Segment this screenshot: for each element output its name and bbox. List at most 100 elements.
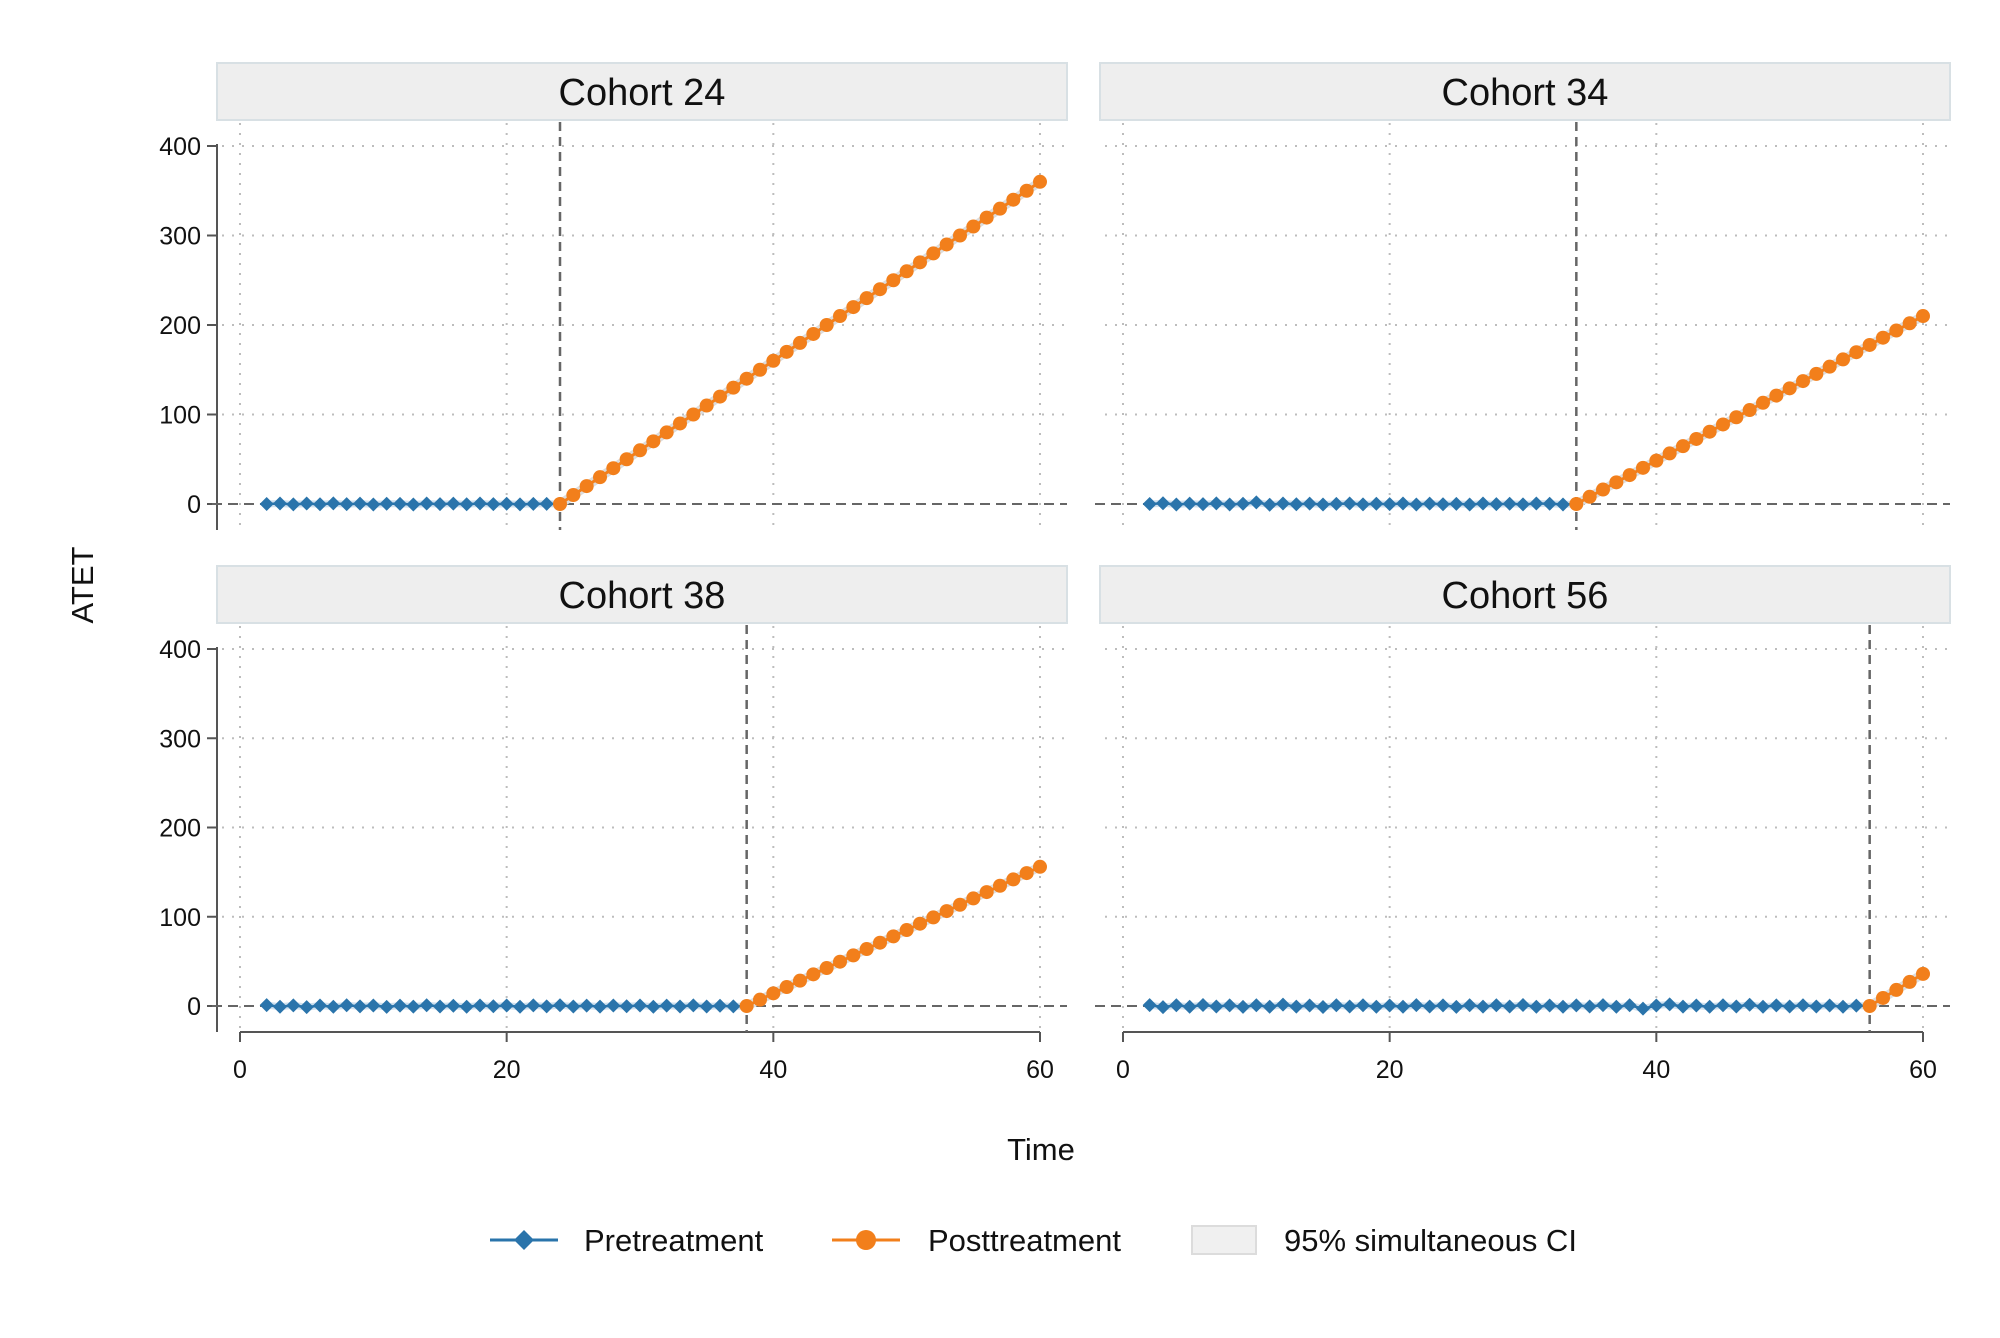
posttreatment-point — [1689, 431, 1704, 446]
posttreatment-point — [939, 237, 954, 252]
pretreatment-point — [1556, 999, 1570, 1014]
posttreatment-point — [1569, 497, 1584, 511]
posttreatment-point — [966, 891, 981, 906]
pretreatment-point — [486, 999, 501, 1014]
pretreatment-point — [1356, 998, 1370, 1013]
pretreatment-point — [539, 496, 554, 511]
pretreatment-point — [473, 496, 487, 511]
posttreatment-point — [579, 479, 594, 494]
pretreatment-point — [326, 496, 341, 511]
pretreatment-point — [299, 496, 314, 511]
pretreatment-point — [659, 998, 674, 1013]
pretreatment-point — [1436, 998, 1450, 1013]
pretreatment-point — [553, 998, 567, 1013]
x-tick-label: 60 — [1909, 1056, 1937, 1084]
posttreatment-point — [593, 470, 607, 485]
pretreatment-point — [1196, 497, 1210, 512]
pretreatment-point — [1236, 999, 1250, 1014]
posttreatment-point — [873, 282, 887, 297]
posttreatment-point — [1916, 966, 1930, 981]
pretreatment-point — [1409, 998, 1424, 1013]
pretreatment-point — [1542, 998, 1557, 1013]
x-tick-label: 20 — [1376, 1056, 1404, 1084]
panel-title: Cohort 24 — [559, 72, 726, 114]
panel-4: Cohort 56 0 20 40 60 — [1095, 565, 1951, 1084]
posttreatment-point — [1876, 990, 1890, 1005]
pretreatment-point — [726, 999, 741, 1014]
posttreatment-point — [1662, 446, 1677, 461]
pretreatment-point — [1529, 496, 1544, 511]
posttreatment-point — [1889, 323, 1904, 338]
pretreatment-point — [1396, 496, 1410, 511]
pretreatment-point — [1196, 998, 1210, 1013]
pretreatment-point — [1809, 999, 1824, 1014]
pretreatment-point — [406, 999, 421, 1014]
pretreatment-point — [1222, 497, 1237, 512]
posttreatment-point — [726, 380, 741, 395]
pretreatment-point — [1556, 497, 1570, 512]
posttreatment-point — [1822, 359, 1837, 374]
legend-posttreatment-marker — [856, 1230, 876, 1250]
posttreatment-point — [926, 246, 941, 261]
pretreatment-point — [419, 998, 434, 1013]
pretreatment-point — [526, 998, 541, 1013]
posttreatment-point — [1019, 866, 1034, 881]
pretreatment-point — [1489, 497, 1504, 512]
pretreatment-point — [1516, 497, 1530, 512]
pretreatment-point — [379, 999, 394, 1014]
pretreatment-point — [393, 496, 407, 511]
posttreatment-point — [1742, 403, 1757, 418]
pretreatment-point — [646, 999, 661, 1014]
posttreatment-point — [846, 300, 861, 315]
pretreatment-point — [259, 998, 274, 1013]
posttreatment-point — [659, 425, 674, 440]
posttreatment-point — [1889, 982, 1904, 997]
pretreatment-point — [1729, 999, 1744, 1014]
posttreatment-point — [1862, 337, 1877, 352]
posttreatment-point — [1809, 366, 1824, 381]
pretreatment-point — [1649, 998, 1664, 1013]
pretreatment-point — [1716, 998, 1730, 1013]
pretreatment-point — [1262, 999, 1277, 1014]
pretreatment-point — [1342, 496, 1357, 511]
posttreatment-point — [953, 897, 967, 912]
pretreatment-point — [1329, 496, 1344, 511]
posttreatment-point — [699, 398, 714, 413]
posttreatment-point — [1649, 453, 1664, 468]
posttreatment-point — [899, 923, 914, 938]
pretreatment-point — [1796, 998, 1810, 1013]
pretreatment-point — [606, 998, 621, 1013]
posttreatment-point — [1876, 330, 1890, 345]
posttreatment-point — [886, 929, 901, 944]
panel-2: Cohort 34 — [1095, 62, 1951, 530]
posttreatment-point — [1033, 859, 1047, 874]
pretreatment-point — [699, 999, 714, 1014]
posttreatment-point — [913, 916, 927, 931]
pretreatment-point — [513, 999, 527, 1014]
posttreatment-point — [686, 407, 701, 422]
posttreatment-point — [1676, 439, 1690, 454]
pretreatment-point — [313, 497, 327, 512]
pretreatment-point — [1289, 999, 1304, 1014]
legend-pretreatment-marker — [514, 1230, 534, 1250]
pretreatment-point — [686, 998, 701, 1013]
y-tick-label: 100 — [159, 904, 201, 932]
pretreatment-point — [459, 999, 474, 1014]
panel-strip — [216, 565, 1068, 624]
y-tick-label: 300 — [159, 223, 201, 251]
pretreatment-point — [273, 496, 287, 511]
pretreatment-point — [1169, 497, 1184, 512]
pretreatment-point — [1182, 999, 1197, 1014]
posttreatment-point — [1782, 381, 1797, 396]
posttreatment-point — [846, 948, 861, 963]
pretreatment-point — [1462, 497, 1477, 512]
pretreatment-point — [259, 497, 274, 511]
posttreatment-point — [819, 961, 834, 976]
pretreatment-point — [1249, 495, 1264, 510]
legend-ci-swatch — [1191, 1225, 1257, 1255]
y-tick-label: 400 — [159, 636, 201, 664]
pretreatment-point — [446, 496, 461, 511]
posttreatment-point — [1622, 468, 1637, 483]
pretreatment-point — [1689, 998, 1704, 1013]
